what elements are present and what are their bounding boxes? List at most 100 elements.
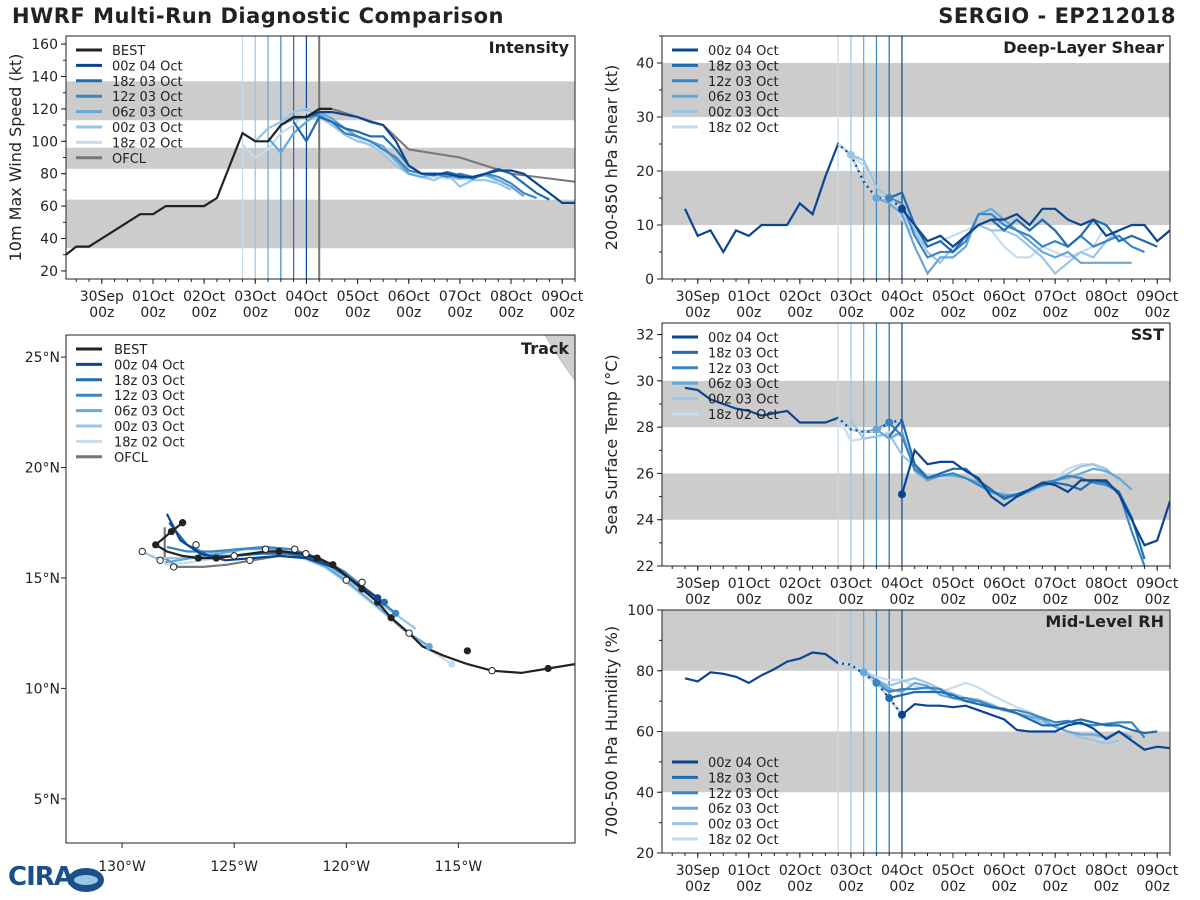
x-tick-label: 09Oct [541,289,584,305]
legend-label: 18z 02 Oct [708,121,779,136]
legend-label: 00z 03 Oct [114,420,185,435]
ofcl-track [163,527,379,599]
x-tick-label: 00z [787,592,812,608]
x-tick-label: 00z [1043,305,1068,321]
x-tick-label: 06Oct [983,289,1026,305]
legend-label: 12z 03 Oct [708,362,779,377]
x-tick-label: 00z [1145,305,1170,321]
sst-frame [661,322,1171,567]
run-init-point [392,609,400,617]
panel-shear: 01020304030Sep00z01Oct00z02Oct00z03Oct00… [602,35,1179,321]
x-tick-label: 08Oct [1085,576,1128,592]
x-tick-label: 04Oct [881,576,924,592]
forecast-point [302,549,310,558]
rh-ylabel: 700-500 hPa Humidity (%) [602,626,621,837]
legend-label: 06z 03 Oct [708,90,779,105]
lon-tick-label: 115°W [435,859,483,875]
series-run_00z03 [254,107,512,191]
x-tick-label: 00z [940,305,965,321]
lat-tick-label: 10°N [25,681,60,697]
init-marker [885,418,894,427]
x-tick-label: 00z [787,305,812,321]
legend-label: 18z 02 Oct [112,136,183,151]
panel-intensity: 2040608010012014016030Sep00z01Oct00z02Oc… [6,35,584,321]
land-mass [544,335,575,381]
init-marker [872,425,881,434]
x-tick-label: 02Oct [183,289,226,305]
series-run_00z04 [900,448,1170,547]
x-tick-label: 01Oct [132,289,175,305]
legend-label: 00z 04 Oct [112,59,183,74]
legend-label: 00z 04 Oct [708,756,779,771]
x-tick-label: 07Oct [1034,863,1077,879]
x-tick-label: 30Sep [676,863,720,879]
best-line [66,107,332,256]
x-tick-label: 05Oct [337,289,380,305]
init-marker [897,204,906,213]
x-tick-label: 08Oct [1085,863,1128,879]
y-tick-label: 26 [636,466,654,482]
lon-tick-label: 120°W [322,859,370,875]
series-run_00z03 [850,663,1120,745]
x-tick-label: 00z [889,305,914,321]
forecast-point [246,556,254,564]
legend-label: 00z 03 Oct [708,818,779,833]
x-tick-label: 03Oct [830,576,873,592]
y-tick-label: 28 [636,420,654,436]
x-tick-label: 00z [89,305,114,321]
page-title: HWRF Multi-Run Diagnostic Comparison [12,4,505,28]
best-track-point [463,647,471,655]
y-tick-label: 40 [636,785,654,801]
x-tick-label: 00z [838,879,863,895]
intensity-band-0 [66,199,575,249]
best-track-point [167,527,175,536]
legend-label: 00z 04 Oct [708,331,779,346]
forecast-point [291,545,299,553]
x-tick-label: 01Oct [728,576,771,592]
x-tick-label: 00z [1145,592,1170,608]
shear-frame [661,35,1171,280]
sst-plot-area [662,323,1170,566]
panel-sst: 22242628303230Sep00z01Oct00z02Oct00z03Oc… [602,322,1179,608]
forecast-point [405,629,413,637]
best-track [153,521,575,675]
x-tick-label: 00z [550,305,575,321]
lon-tick-label: 130°W [98,859,146,875]
y-tick-label: 40 [40,232,58,248]
x-tick-label: 30Sep [676,576,720,592]
x-tick-label: 05Oct [932,576,975,592]
x-tick-label: 06Oct [983,863,1026,879]
legend-label: 00z 03 Oct [708,393,779,408]
run-init-point [448,660,456,668]
run-init-point [380,598,389,606]
y-tick-label: 30 [636,110,654,126]
shear-band-1 [662,63,1170,117]
y-tick-label: 20 [636,846,654,862]
x-tick-label: 00z [736,879,761,895]
y-tick-label: 20 [636,164,654,180]
x-tick-label: 00z [991,305,1016,321]
x-tick-label: 07Oct [1034,289,1077,305]
forecast-point [230,552,238,560]
legend-label: BEST [114,343,147,358]
run-init-point [374,594,382,602]
x-tick-label: 00z [243,305,268,321]
x-tick-label: 00z [345,305,370,321]
x-tick-label: 00z [685,879,710,895]
forecast-point [169,563,178,571]
x-tick-label: 00z [940,592,965,608]
best-track-point [544,664,552,673]
x-tick-label: 04Oct [285,289,328,305]
lat-tick-label: 25°N [25,350,60,366]
x-tick-label: 08Oct [490,289,533,305]
y-tick-label: 100 [627,603,654,619]
shear-plot-area [662,36,1170,279]
x-tick-label: 03Oct [234,289,277,305]
track-run_18z03 [168,522,385,604]
legend-label: 06z 03 Oct [708,377,779,392]
shear-band-0 [662,171,1170,225]
x-tick-label: 00z [1145,879,1170,895]
series-run_06z03 [862,181,1132,276]
x-tick-label: 00z [447,305,472,321]
best-track-point [194,554,202,562]
